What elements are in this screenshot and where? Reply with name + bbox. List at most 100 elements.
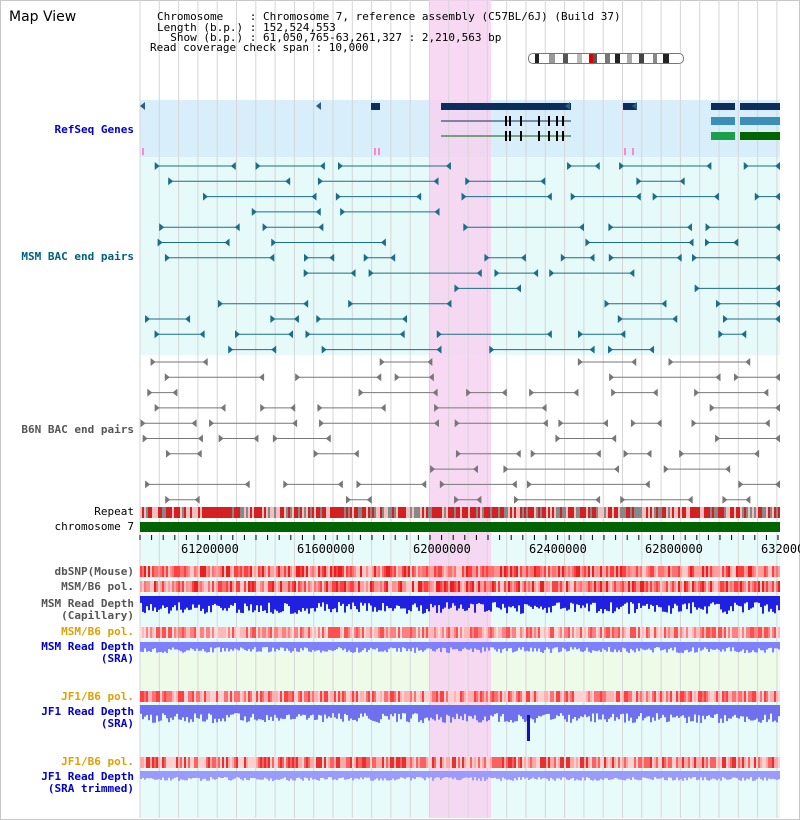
repeat-bar (618, 507, 620, 518)
repeat-bar (392, 507, 394, 518)
heat-cell (522, 757, 524, 768)
track-label-jf1-b6-pol-1[interactable]: JF1/B6 pol. (61, 690, 134, 703)
heat-cell (682, 627, 684, 638)
heat-cell (478, 627, 480, 638)
track-label-msm-b6-pol-2[interactable]: MSM/B6 pol. (61, 625, 134, 638)
heat-cell (458, 757, 460, 768)
heat-cell (734, 566, 736, 577)
chromosome-ideogram[interactable] (528, 53, 684, 64)
depth-bar (176, 596, 178, 611)
heat-cell (502, 566, 504, 577)
heat-cell (594, 566, 596, 577)
depth-bar (266, 642, 268, 648)
track-label-chromosome[interactable]: chromosome 7 (54, 520, 134, 533)
track-label-repeat[interactable]: Repeat (94, 505, 134, 518)
track-label-msm-depth-capillary[interactable]: MSM Read Depth (Capillary) (41, 597, 134, 622)
depth-bar (270, 642, 272, 652)
depth-bar (538, 771, 540, 778)
heat-cell (464, 566, 466, 577)
repeat-bar (470, 507, 472, 518)
depth-bar (568, 771, 570, 781)
heat-cell (320, 581, 322, 592)
depth-bar (546, 596, 548, 613)
heat-cell (300, 581, 302, 592)
track-label-msm-b6-pol-1[interactable]: MSM/B6 pol. (61, 580, 134, 593)
heat-cell (672, 627, 674, 638)
heat-cell (778, 581, 780, 592)
depth-bar (382, 771, 384, 781)
heat-cell (316, 691, 318, 702)
heat-cell (258, 627, 260, 638)
heat-cell (742, 566, 744, 577)
bac-end (763, 388, 769, 397)
track-label-jf1-depth-trimmed[interactable]: JF1 Read Depth (SRA trimmed) (41, 770, 134, 795)
depth-bar (504, 642, 506, 649)
heat-cell (478, 757, 480, 768)
depth-bar (622, 705, 624, 714)
track-label-dbsnp[interactable]: dbSNP(Mouse) (54, 565, 134, 578)
heat-cell (678, 757, 680, 768)
bac-end (558, 419, 564, 428)
depth-bar (240, 596, 242, 613)
track-label-b6n-bac[interactable]: B6N BAC end pairs (21, 423, 134, 436)
heat-cell (674, 581, 676, 592)
depth-bar (464, 705, 466, 714)
heat-cell (370, 581, 372, 592)
depth-bar (222, 771, 224, 779)
depth-bar (748, 705, 750, 720)
heat-cell (688, 691, 690, 702)
depth-bar (462, 642, 464, 649)
depth-bar (482, 705, 484, 721)
heat-cell (228, 757, 230, 768)
depth-bar (226, 771, 228, 778)
depth-bar (298, 596, 300, 611)
heat-cell (722, 627, 724, 638)
depth-bar (502, 642, 504, 650)
heat-cell (716, 566, 718, 577)
heat-cell (510, 627, 512, 638)
depth-bar (198, 705, 200, 719)
heat-cell (690, 581, 692, 592)
depth-bar (326, 642, 328, 652)
depth-bar (750, 771, 752, 778)
track-label-msm-bac[interactable]: MSM BAC end pairs (21, 250, 134, 263)
track-label-refseq[interactable]: RefSeq Genes (54, 123, 134, 136)
depth-bar (676, 771, 678, 778)
track-label-jf1-b6-pol-2[interactable]: JF1/B6 pol. (61, 755, 134, 768)
depth-bar (338, 705, 340, 714)
depth-bar (474, 596, 476, 613)
bac-end (573, 388, 579, 397)
track-label-msm-depth-sra[interactable]: MSM Read Depth (SRA) (41, 640, 134, 665)
depth-bar (766, 642, 768, 650)
heat-cell (668, 627, 670, 638)
heat-cell (530, 627, 532, 638)
heat-cell (142, 757, 144, 768)
depth-bar (514, 705, 516, 722)
repeat-bar (754, 507, 756, 518)
heat-cell (676, 757, 678, 768)
depth-bar (668, 705, 670, 722)
bac-end (244, 480, 250, 489)
depth-spike (527, 715, 530, 741)
heat-cell (350, 566, 352, 577)
heat-cell (596, 581, 598, 592)
bac-end (636, 177, 642, 186)
heat-cell (460, 566, 462, 577)
heat-cell (282, 757, 284, 768)
bac-end (741, 330, 747, 339)
depth-bar (430, 771, 432, 778)
heat-cell (682, 757, 684, 768)
track-label-jf1-depth-sra[interactable]: JF1 Read Depth (SRA) (41, 705, 134, 730)
depth-bar (660, 642, 662, 651)
heat-cell (226, 566, 228, 577)
repeat-bar (202, 507, 204, 518)
depth-bar (568, 705, 570, 715)
repeat-bar (396, 507, 398, 518)
heat-cell (210, 757, 212, 768)
depth-bar (420, 642, 422, 650)
repeat-bar (326, 507, 328, 518)
depth-bar (338, 642, 340, 648)
heat-cell (776, 627, 778, 638)
heat-cell (606, 566, 608, 577)
